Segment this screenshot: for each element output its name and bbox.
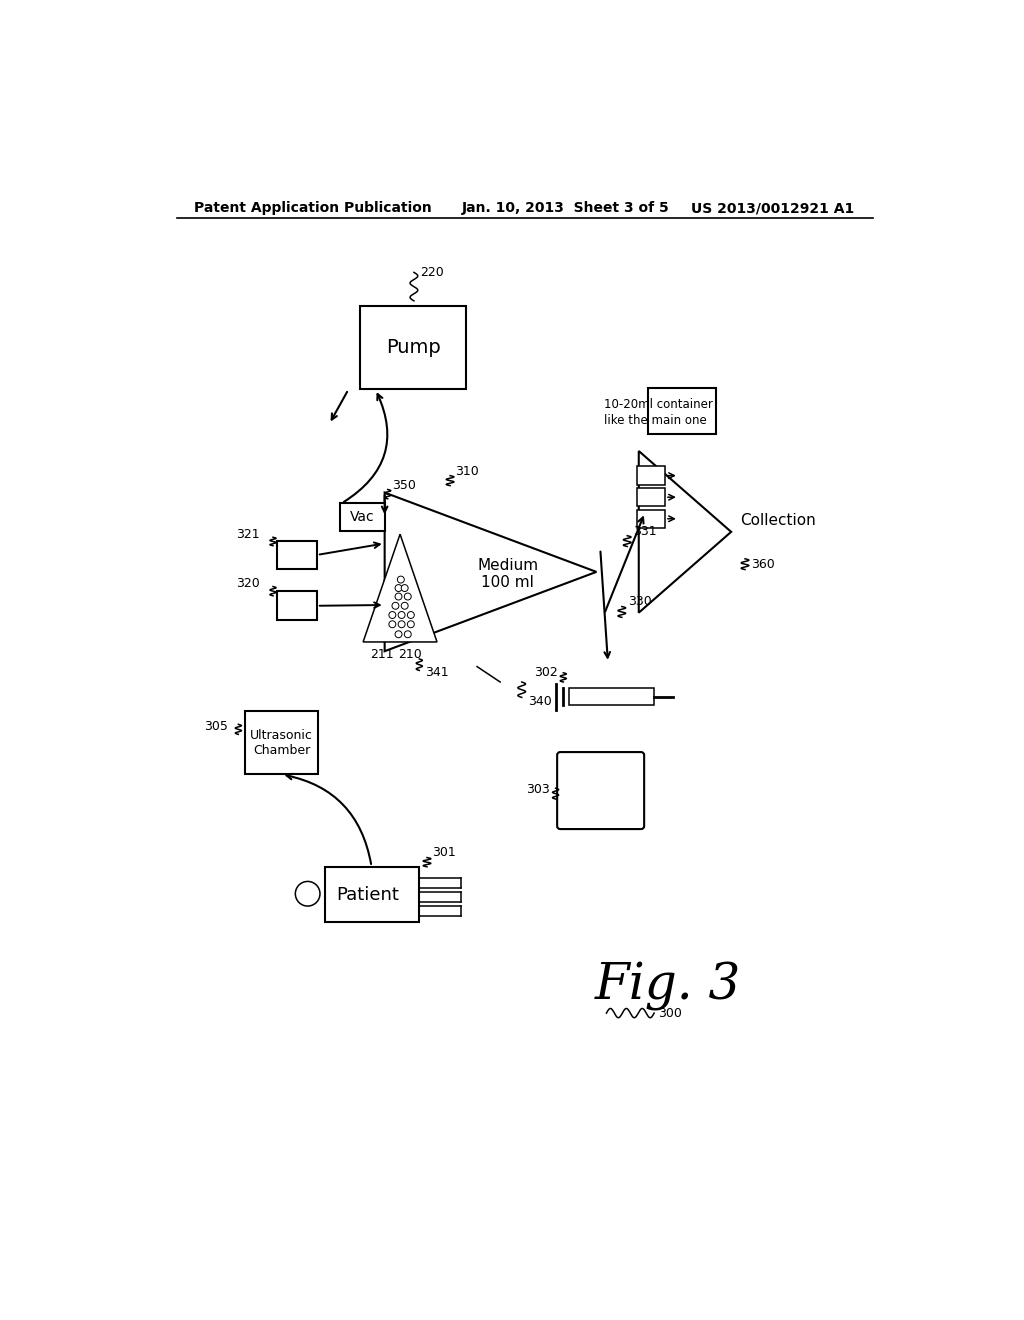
FancyBboxPatch shape — [340, 503, 385, 531]
Text: 330: 330 — [628, 595, 651, 609]
Text: 360: 360 — [752, 557, 775, 570]
FancyBboxPatch shape — [569, 688, 654, 705]
Circle shape — [389, 611, 396, 619]
FancyBboxPatch shape — [557, 752, 644, 829]
Text: Medium
100 ml: Medium 100 ml — [477, 558, 539, 590]
Text: 300: 300 — [658, 1007, 682, 1019]
Text: 321: 321 — [237, 528, 260, 541]
FancyBboxPatch shape — [637, 510, 665, 528]
Circle shape — [395, 631, 402, 638]
Text: Vac: Vac — [350, 511, 375, 524]
Text: Jan. 10, 2013  Sheet 3 of 5: Jan. 10, 2013 Sheet 3 of 5 — [462, 202, 670, 215]
FancyBboxPatch shape — [245, 711, 318, 775]
Text: 340: 340 — [528, 694, 552, 708]
Text: 305: 305 — [204, 721, 227, 733]
Text: Collection: Collection — [740, 512, 816, 528]
FancyBboxPatch shape — [276, 591, 316, 620]
Text: 301: 301 — [432, 846, 456, 859]
Circle shape — [398, 620, 406, 628]
Circle shape — [397, 576, 404, 583]
Text: 350: 350 — [392, 479, 416, 492]
Circle shape — [389, 620, 396, 628]
FancyBboxPatch shape — [648, 388, 716, 434]
FancyBboxPatch shape — [276, 541, 316, 569]
Circle shape — [398, 611, 406, 619]
Text: 10-20ml container
like the main one: 10-20ml container like the main one — [604, 399, 713, 426]
FancyBboxPatch shape — [637, 488, 665, 507]
Circle shape — [408, 620, 415, 628]
Text: Patient: Patient — [336, 886, 399, 903]
Text: Pump: Pump — [386, 338, 440, 358]
Circle shape — [404, 631, 412, 638]
Circle shape — [395, 585, 402, 591]
Circle shape — [404, 593, 412, 601]
Text: 303: 303 — [526, 783, 550, 796]
Text: 320: 320 — [237, 577, 260, 590]
Circle shape — [295, 882, 319, 906]
Circle shape — [395, 593, 402, 601]
Text: 310: 310 — [456, 465, 479, 478]
Text: 341: 341 — [425, 667, 449, 680]
Text: US 2013/0012921 A1: US 2013/0012921 A1 — [691, 202, 854, 215]
Polygon shape — [364, 535, 437, 642]
Circle shape — [401, 602, 409, 610]
Text: 331: 331 — [633, 524, 656, 537]
Polygon shape — [385, 492, 596, 651]
Text: Ultrasonic
Chamber: Ultrasonic Chamber — [250, 729, 313, 756]
FancyBboxPatch shape — [325, 867, 419, 923]
Circle shape — [401, 585, 409, 591]
Text: Fig. 3: Fig. 3 — [595, 961, 741, 1011]
Circle shape — [392, 602, 399, 610]
Text: 220: 220 — [420, 265, 443, 279]
Circle shape — [408, 611, 415, 619]
Text: 302: 302 — [535, 667, 558, 680]
Text: 210: 210 — [398, 648, 422, 661]
FancyBboxPatch shape — [637, 466, 665, 484]
Text: Patent Application Publication: Patent Application Publication — [194, 202, 431, 215]
Text: 211: 211 — [370, 648, 393, 661]
Polygon shape — [639, 451, 731, 612]
FancyBboxPatch shape — [360, 306, 466, 389]
